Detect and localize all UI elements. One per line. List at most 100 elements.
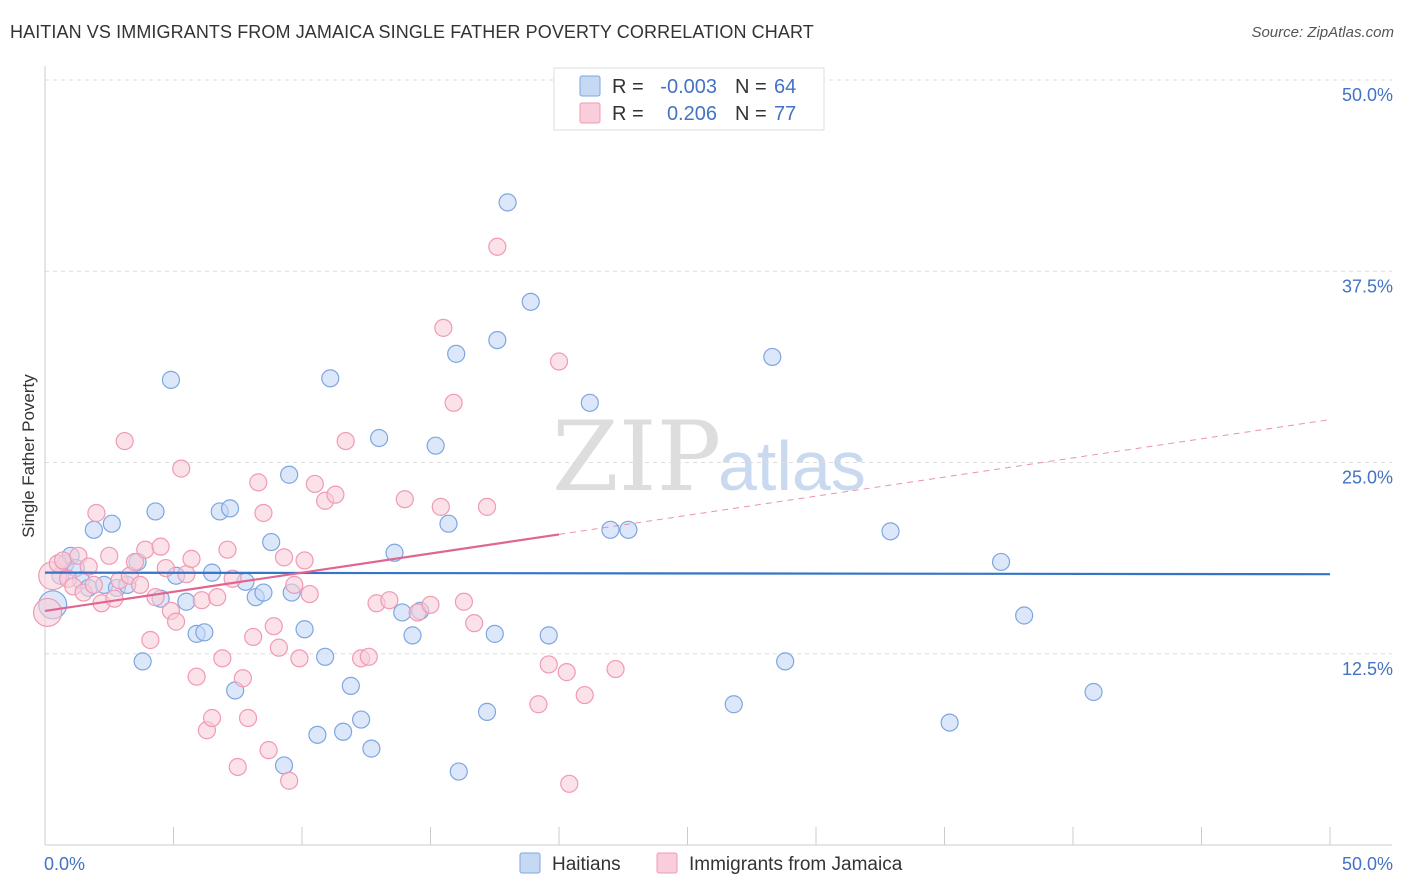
- haitians-point: [601, 520, 620, 539]
- haitians-point: [521, 292, 540, 311]
- haitians-point: [352, 710, 371, 729]
- haitians-point: [262, 532, 281, 552]
- y-tick-label: 12.5%: [1342, 659, 1393, 679]
- jamaica-point: [488, 237, 507, 256]
- jamaica-point: [213, 649, 232, 668]
- y-tick-label: 25.0%: [1342, 468, 1393, 488]
- jamaica-point: [53, 551, 73, 570]
- jamaica-point: [290, 649, 309, 668]
- chart-source: Source: ZipAtlas.com: [1251, 24, 1394, 41]
- jamaica-point: [557, 663, 576, 682]
- jamaica-point: [336, 431, 355, 451]
- jamaica-point: [326, 485, 345, 504]
- legend-n-label-haitians: N =: [735, 76, 767, 98]
- bottom-legend-label-jamaica: Immigrants from Jamaica: [689, 854, 903, 875]
- haitians-point: [195, 623, 214, 642]
- legend-r-label-jamaica: R =: [612, 103, 644, 125]
- haitians-point: [274, 756, 294, 775]
- watermark-zip: ZIP: [552, 401, 721, 513]
- haitians-point: [295, 620, 314, 639]
- haitians-point: [426, 436, 445, 455]
- haitians-trend-line: [44, 571, 1331, 576]
- jamaica-point: [182, 549, 201, 568]
- bottom-legend-swatch-jamaica: [656, 852, 678, 874]
- jamaica-point: [100, 546, 119, 565]
- haitians-point: [341, 676, 360, 695]
- bottom-legend: Haitians Immigrants from Jamaica: [519, 852, 903, 875]
- haitians-point: [102, 514, 121, 533]
- grid-lines: [45, 79, 1392, 655]
- haitians-point: [280, 465, 299, 484]
- jamaica-point: [431, 497, 450, 516]
- jamaica-point: [434, 318, 453, 337]
- haitians-point: [447, 344, 466, 363]
- haitians-point: [362, 739, 381, 758]
- jamaica-point: [249, 473, 268, 492]
- jamaica-point: [244, 627, 263, 647]
- jamaica-point: [238, 708, 258, 728]
- jamaica-point: [295, 551, 314, 570]
- jamaica-point: [208, 588, 227, 607]
- haitians-point: [370, 428, 389, 448]
- haitians-point: [485, 624, 504, 643]
- haitians-point: [539, 626, 558, 645]
- haitians-point: [403, 626, 422, 645]
- jamaica-point: [454, 592, 474, 611]
- x-tick-label-max: 50.0%: [1342, 854, 1393, 874]
- jamaica-point: [444, 393, 463, 412]
- haitians-point: [254, 583, 273, 602]
- jamaica-point: [187, 667, 206, 686]
- jamaica-trend-line: [44, 533, 560, 612]
- haitians-point: [580, 393, 599, 412]
- y-tick-label: 50.0%: [1342, 85, 1393, 105]
- haitians-point: [146, 502, 165, 521]
- haitians-point: [439, 514, 458, 533]
- jamaica-point: [269, 638, 288, 657]
- jamaica-point: [529, 695, 548, 714]
- haitians-point: [308, 725, 327, 744]
- jamaica-point: [285, 575, 304, 595]
- legend-swatch-jamaica: [579, 102, 601, 124]
- jamaica-point: [130, 575, 150, 595]
- jamaica-point: [421, 595, 440, 614]
- legend-r-label-haitians: R =: [612, 76, 644, 98]
- jamaica-point: [172, 459, 191, 478]
- jamaica-point: [254, 503, 273, 523]
- haitians-point: [477, 702, 497, 721]
- jamaica-point: [359, 647, 378, 666]
- legend-swatch-haitians: [579, 75, 601, 97]
- watermark: ZIP atlas: [552, 401, 866, 513]
- jamaica-point: [395, 490, 414, 509]
- legend-r-value-haitians: -0.003: [660, 76, 717, 98]
- x-tick-labels: 0.0% 50.0%: [44, 854, 1393, 874]
- jamaica-point: [549, 352, 569, 371]
- bottom-legend-swatch-haitians: [519, 852, 541, 874]
- jamaica-point: [606, 659, 625, 679]
- jamaica-point: [259, 741, 278, 760]
- y-axis-label: Single Father Poverty: [19, 374, 38, 538]
- jamaica-point: [465, 614, 484, 633]
- haitians-point: [321, 369, 340, 388]
- axes: [44, 66, 1392, 846]
- haitians-point: [334, 722, 353, 741]
- jamaica-point: [300, 584, 319, 604]
- trend-lines: [44, 419, 1331, 612]
- haitians-point: [619, 520, 638, 539]
- haitians-point: [177, 592, 196, 611]
- jamaica-point: [202, 708, 222, 728]
- haitians-point: [161, 370, 181, 389]
- jamaica-point: [151, 537, 170, 556]
- jamaica-trend-extension: [558, 419, 1331, 535]
- haitians-point: [316, 647, 335, 666]
- haitians-point: [776, 652, 795, 671]
- jamaica-point: [32, 597, 63, 628]
- jamaica-point: [380, 591, 399, 610]
- jamaica-point: [177, 565, 196, 584]
- jamaica-point: [146, 588, 165, 607]
- jamaica-point: [264, 617, 283, 636]
- x-tick-label-min: 0.0%: [44, 854, 85, 874]
- jamaica-point: [274, 548, 294, 567]
- jamaica-point: [125, 552, 145, 572]
- jamaica-point: [560, 774, 579, 793]
